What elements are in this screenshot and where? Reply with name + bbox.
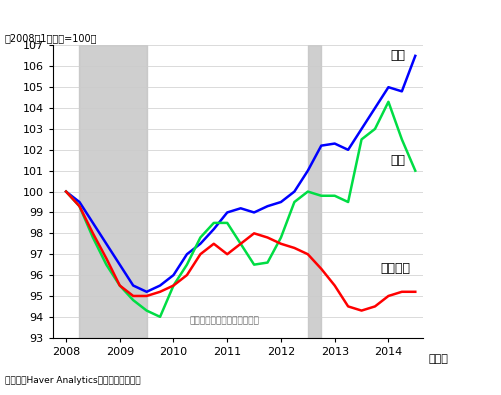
Text: 日本: 日本 bbox=[390, 154, 405, 167]
Text: （出所）Haver Analyticsより大和総研作成: （出所）Haver Analyticsより大和総研作成 bbox=[5, 376, 141, 385]
Text: 影の部分は日本の景気後退期: 影の部分は日本の景気後退期 bbox=[189, 316, 260, 325]
Text: （年）: （年） bbox=[428, 354, 448, 363]
Text: 日米ユーロ圏の実質国内需要の推移: 日米ユーロ圏の実質国内需要の推移 bbox=[177, 9, 324, 24]
Bar bbox=[308, 45, 321, 338]
Text: （2008第1四半期=100）: （2008第1四半期=100） bbox=[5, 34, 98, 43]
Text: ユーロ圏: ユーロ圏 bbox=[380, 262, 410, 275]
Bar bbox=[80, 45, 147, 338]
Text: 米国: 米国 bbox=[390, 49, 405, 62]
